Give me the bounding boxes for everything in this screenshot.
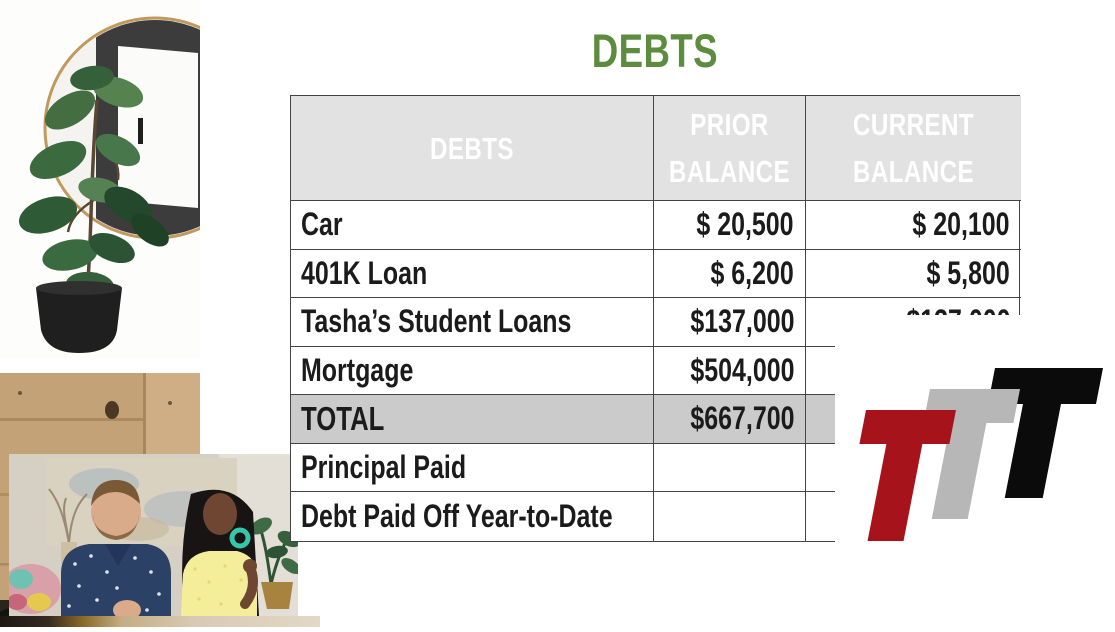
plant-mirror-photo: [0, 0, 267, 358]
red-t: [859, 410, 956, 541]
tabletop-strip-photo: [0, 616, 320, 627]
table-cell-prior: $667,700: [654, 395, 806, 444]
column-header-prior-balance: PRIOR BALANCE: [654, 96, 806, 201]
inset-pillow: [1, 564, 61, 614]
woman-figure: [181, 489, 259, 616]
gray-t: [923, 389, 1020, 519]
fiddle-leaf-fig: [18, 65, 169, 301]
black-plant-pot: [36, 281, 122, 353]
table-row-label: Car: [291, 201, 654, 250]
table-cell-prior: [654, 492, 806, 541]
page-title-text: DEBTS: [591, 24, 719, 77]
table-cell-current: $ 20,100: [806, 201, 1021, 250]
table-row-label: 401K Loan: [291, 249, 654, 298]
table-cell-prior: $504,000: [654, 346, 806, 395]
wood-knot: [105, 401, 119, 419]
logo-overlay: [835, 315, 1115, 627]
column-header-debts: DEBTS: [291, 96, 654, 201]
table-row-label: Principal Paid: [291, 443, 654, 492]
plant-mirror-illustration: [0, 0, 267, 358]
man-figure: [61, 480, 171, 620]
table-cell-prior: $ 20,500: [654, 201, 806, 250]
table-row-label: Tasha’s Student Loans: [291, 298, 654, 347]
inset-plant: [250, 517, 301, 609]
teal-earring: [229, 527, 251, 549]
table-cell-current: $ 5,800: [806, 250, 1021, 298]
couple-illustration: [1, 454, 301, 620]
triple-t-logo: [859, 368, 1103, 541]
couple-video-inset: [1, 454, 301, 620]
table-row-label: Mortgage: [291, 346, 654, 395]
page-title: DEBTS: [290, 26, 1020, 76]
table-cell-prior: [654, 443, 806, 492]
column-header-current-balance: CURRENT BALANCE: [806, 96, 1021, 201]
table-cell-prior: $137,000: [654, 298, 806, 347]
black-t: [988, 368, 1103, 498]
table-row-label: Debt Paid Off Year-to-Date: [291, 492, 654, 541]
table-row-label: TOTAL: [291, 395, 654, 444]
table-cell-prior: $ 6,200: [654, 249, 806, 298]
